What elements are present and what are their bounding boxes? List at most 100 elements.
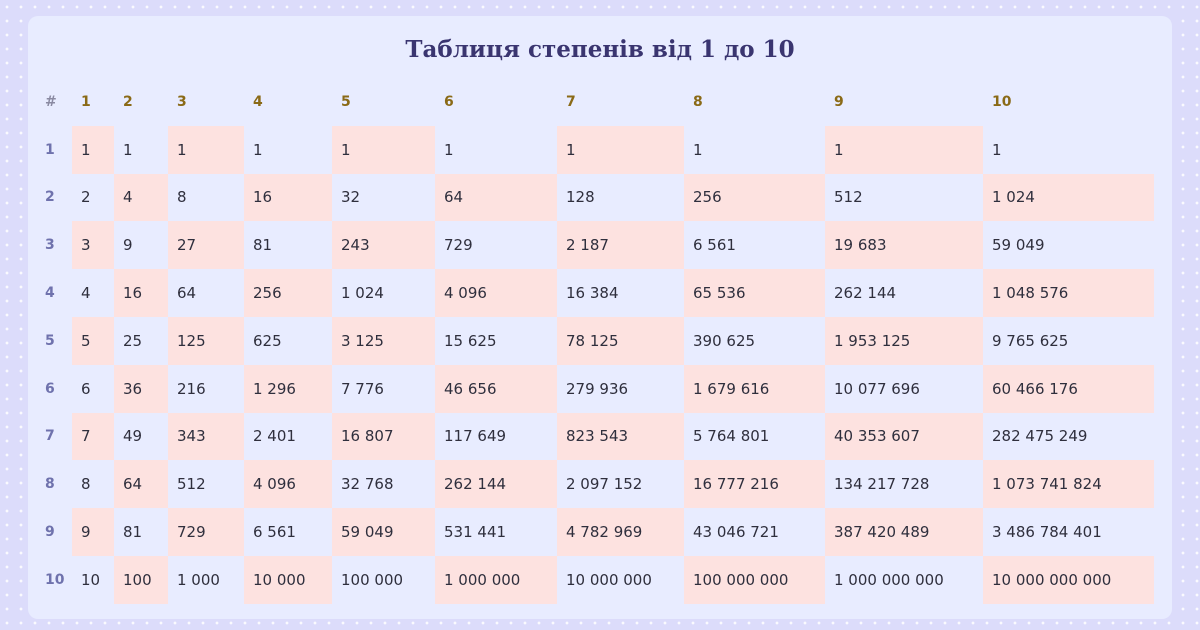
table-cell: 729 [168,508,244,556]
table-cell: 3 [72,221,114,270]
table-cell: 27 [168,221,244,270]
row-label: 4 [45,285,55,302]
table-cell: 32 [341,188,361,207]
table-cell: 32 768 [341,475,394,494]
table-cell: 5 764 801 [693,427,770,446]
table-cell: 117 649 [444,427,507,446]
table-cell: 43 046 721 [693,523,779,542]
table-cell: 16 807 [332,412,435,461]
table-cell: 531 441 [444,523,507,542]
table-cell: 262 144 [834,284,897,303]
table-cell: 7 776 [341,379,384,398]
table-cell: 16 384 [566,284,619,303]
table-cell: 6 [81,379,91,398]
table-cell: 1 953 125 [825,316,983,365]
table-cell: 512 [177,475,206,494]
table-cell: 4 782 969 [557,508,684,556]
row-label: 3 [45,237,55,254]
row-label: 9 [45,524,55,541]
table-cell: 1 000 000 000 [834,570,944,589]
table-cell: 512 [834,188,863,207]
table-cell: 59 049 [992,236,1045,255]
table-cell: 65 536 [684,269,825,317]
table-cell: 262 144 [435,460,557,509]
table-cell: 81 [123,523,143,542]
table-cell: 4 [81,284,91,303]
table-cell: 8 [81,475,91,494]
table-cell: 387 420 489 [825,508,983,556]
row-label: 2 [45,189,55,206]
table-cell: 1 [72,125,114,174]
column-header: 1 [81,93,91,110]
table-cell: 7 [72,412,114,461]
table-cell: 78 125 [557,316,684,365]
table-cell: 8 [177,188,187,207]
table-cell: 64 [177,284,197,303]
table-cell: 2 097 152 [566,475,643,494]
table-row: 7 7 49 343 2 401 16 807 117 649 823 543 5 764 80… [36,412,1154,461]
table-cell: 4 [114,173,168,222]
corner-header: # [45,93,57,110]
page-title: Таблиця степенів від 1 до 10 [405,36,795,63]
table-cell: 1 [123,140,133,159]
table-row: 3 3 9 27 81 243 729 2 187 6 561 19 683 59 049 [36,221,1154,270]
table-cell: 1 [444,140,454,159]
table-cell: 16 [114,269,168,317]
table-cell: 5 [72,316,114,365]
table-cell: 1 024 [341,284,384,303]
table-cell: 625 [253,331,282,350]
table-cell: 823 543 [557,412,684,461]
column-header: 8 [693,93,703,110]
column-header: 4 [253,93,263,110]
table-cell: 1 073 741 824 [983,460,1154,509]
column-header: 2 [123,93,133,110]
table-cell: 49 [123,427,143,446]
table-cell: 1 [992,140,1002,159]
table-cell: 10 000 [244,555,332,604]
table-cell: 1 296 [244,364,332,413]
table-row: 2 2 4 8 16 32 64 128 256 512 1 024 [36,173,1154,222]
table-cell: 1 [693,140,703,159]
table-cell: 1 000 000 [435,555,557,604]
table-cell: 9 [123,236,133,255]
table-cell: 19 683 [825,221,983,270]
table-cell: 46 656 [435,364,557,413]
table-cell: 15 625 [444,331,497,350]
table-cell: 2 401 [253,427,296,446]
table-cell: 343 [168,412,244,461]
table-cell: 60 466 176 [983,364,1154,413]
table-cell: 216 [177,379,206,398]
table-cell: 100 000 000 [684,555,825,604]
table-row: 5 5 25 125 625 3 125 15 625 78 125 390 625 1 953 … [36,316,1154,365]
table-cell: 9 765 625 [992,331,1069,350]
powers-table: # 1 2 3 4 5 6 7 8 9 10 1 1 1 1 1 1 1 1 1 1 1 2 2 4 8 16 32 64 128 25… [36,78,1154,604]
table-cell: 3 125 [332,316,435,365]
table-cell: 1 679 616 [684,364,825,413]
table-cell: 36 [114,364,168,413]
table-cell: 1 000 [177,570,220,589]
table-cell: 10 000 000 [566,570,652,589]
table-cell: 256 [244,269,332,317]
table-cell: 282 475 249 [992,427,1088,446]
row-label: 6 [45,380,55,397]
table-cell: 16 777 216 [684,460,825,509]
table-cell: 10 000 000 000 [983,555,1154,604]
table-cell: 1 [332,125,435,174]
table-cell: 243 [332,221,435,270]
table-cell: 2 [81,188,91,207]
table-cell: 1 [168,125,244,174]
table-cell: 279 936 [566,379,629,398]
table-cell: 16 [244,173,332,222]
column-header: 5 [341,93,351,110]
table-row: 9 9 81 729 6 561 59 049 531 441 4 782 969 43 046… [36,508,1154,556]
table-cell: 25 [123,331,143,350]
table-cell: 1 [825,125,983,174]
column-header: 6 [444,93,454,110]
table-cell: 256 [684,173,825,222]
table-row: 8 8 64 512 4 096 32 768 262 144 2 097 152 16 777… [36,460,1154,509]
table-cell: 1 [557,125,684,174]
table-row: 10 10 100 1 000 10 000 100 000 1 000 000 10 000… [36,555,1154,604]
table-cell: 64 [435,173,557,222]
table-cell: 64 [114,460,168,509]
